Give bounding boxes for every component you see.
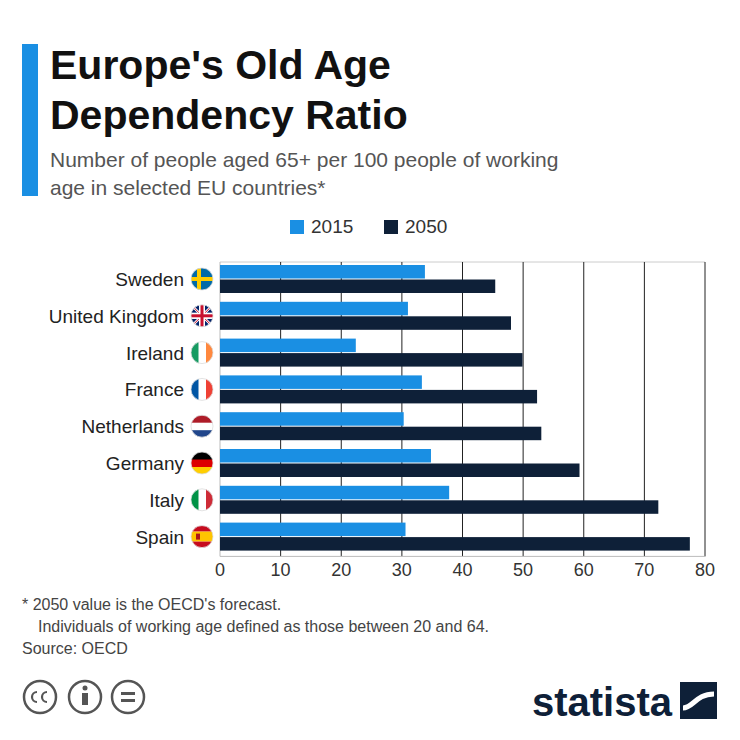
- x-axis: [220, 556, 705, 557]
- tick-label: 40: [452, 560, 472, 580]
- flag-icon: [191, 342, 214, 364]
- legend-swatch: [384, 220, 398, 234]
- category-label: France: [125, 379, 184, 400]
- tick-label: 80: [695, 560, 715, 580]
- bar: [220, 523, 406, 537]
- accent-bar: [22, 44, 38, 196]
- flag-icon: [191, 452, 213, 475]
- license-icon: [24, 681, 56, 713]
- legend-label: 2015: [311, 216, 353, 237]
- subtitle: Number of people aged 65+ per 100 people…: [50, 146, 560, 202]
- bar: [220, 316, 511, 330]
- brand-logo: [680, 682, 717, 719]
- tick-label: 50: [513, 560, 533, 580]
- flag-icon: [191, 268, 213, 290]
- bar: [220, 537, 690, 551]
- tick-label: 10: [271, 560, 291, 580]
- note: Source: OECD: [22, 640, 128, 657]
- bar: [220, 500, 658, 514]
- bar: [220, 464, 580, 478]
- bar: [220, 280, 495, 294]
- license-icon: [112, 681, 144, 713]
- flag-icon: [191, 378, 214, 400]
- category-label: Italy: [149, 490, 184, 511]
- chart: 2015 2050 0 10 20 30 40 50 60 70 80 Sweden United Ki…: [0, 0, 740, 740]
- category-label: Ireland: [126, 343, 184, 364]
- bar: [220, 339, 356, 353]
- grid-line: [705, 262, 706, 556]
- bar: [220, 427, 541, 441]
- brand: statista: [532, 680, 673, 724]
- flag-icon: [191, 526, 213, 549]
- category-label: Sweden: [115, 269, 184, 290]
- note: * 2050 value is the OECD's forecast.: [22, 596, 281, 613]
- bar: [220, 390, 537, 404]
- note: Individuals of working age defined as th…: [38, 618, 489, 635]
- title: Europe's Old Age Dependency Ratio: [50, 40, 480, 140]
- legend-label: 2050: [405, 216, 447, 237]
- category-label: Netherlands: [82, 416, 184, 437]
- flag-icon: [191, 489, 214, 511]
- category-label: Germany: [106, 453, 185, 474]
- bar: [220, 265, 425, 279]
- bar: [220, 412, 404, 426]
- legend-swatch: [290, 220, 304, 234]
- bar: [220, 486, 449, 500]
- license-icon: [69, 681, 101, 713]
- bar: [220, 302, 408, 316]
- bar: [220, 375, 422, 389]
- bars: [220, 265, 690, 551]
- tick-label: 0: [215, 560, 225, 580]
- tick-label: 30: [392, 560, 412, 580]
- category-label: United Kingdom: [49, 306, 184, 327]
- tick-label: 60: [574, 560, 594, 580]
- tick-label: 20: [331, 560, 351, 580]
- bar: [220, 353, 523, 367]
- flag-icon: [191, 415, 213, 438]
- category-label: Spain: [135, 527, 184, 548]
- bar: [220, 449, 431, 463]
- flag-icon: [191, 305, 213, 327]
- tick-label: 70: [634, 560, 654, 580]
